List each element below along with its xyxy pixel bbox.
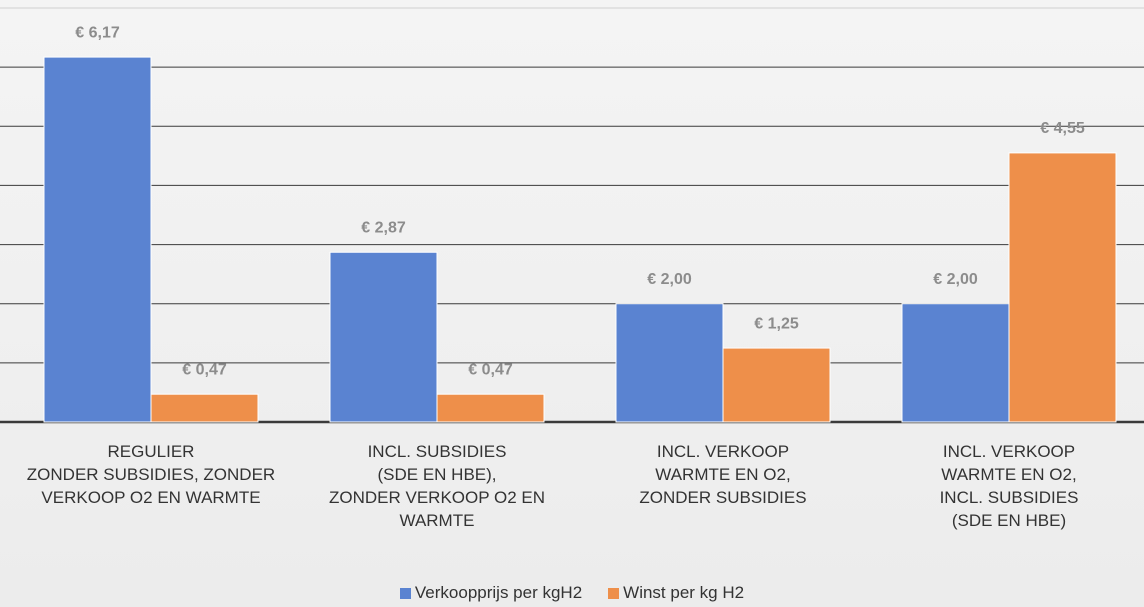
bar [436, 393, 545, 423]
data-label: € 4,55 [1040, 120, 1085, 137]
data-label: € 2,87 [361, 219, 406, 236]
data-label: € 1,25 [754, 315, 799, 332]
data-label: € 2,00 [647, 271, 692, 288]
x-tick-label: INCL. SUBSIDIES (SDE EN HBE), ZONDER VER… [328, 442, 545, 530]
legend-item: Winst per kg H2 [608, 583, 744, 603]
bar [722, 347, 831, 423]
legend-label: Winst per kg H2 [623, 583, 745, 602]
legend-swatch [608, 587, 620, 599]
bar [901, 303, 1010, 423]
data-label: € 2,00 [933, 271, 978, 288]
legend: Verkoopprijs per kgH2 Winst per kg H2 [0, 583, 1144, 603]
bar [1008, 152, 1117, 423]
bar [329, 251, 438, 423]
data-label: € 0,47 [182, 361, 227, 378]
legend-label: Verkoopprijs per kgH2 [414, 583, 583, 602]
data-label: € 6,17 [75, 24, 120, 41]
x-tick-label: INCL. VERKOOP WARMTE EN O2, INCL. SUBSID… [939, 442, 1079, 530]
x-tick-label: REGULIER ZONDER SUBSIDIES, ZONDER VERKOO… [26, 442, 276, 507]
plot: € 6,17 € 0,47 € 2,87 € 0,47 € 2,00 € 1,25 € 2,… [0, 7, 1144, 424]
bar [43, 56, 152, 423]
bar [150, 393, 259, 423]
legend-item: Verkoopprijs per kgH2 [399, 583, 583, 603]
bar [615, 303, 724, 423]
legend-swatch [399, 587, 411, 599]
data-label: € 0,47 [468, 361, 513, 378]
x-tick-label: INCL. VERKOOP WARMTE EN O2, ZONDER SUBSI… [639, 442, 807, 507]
